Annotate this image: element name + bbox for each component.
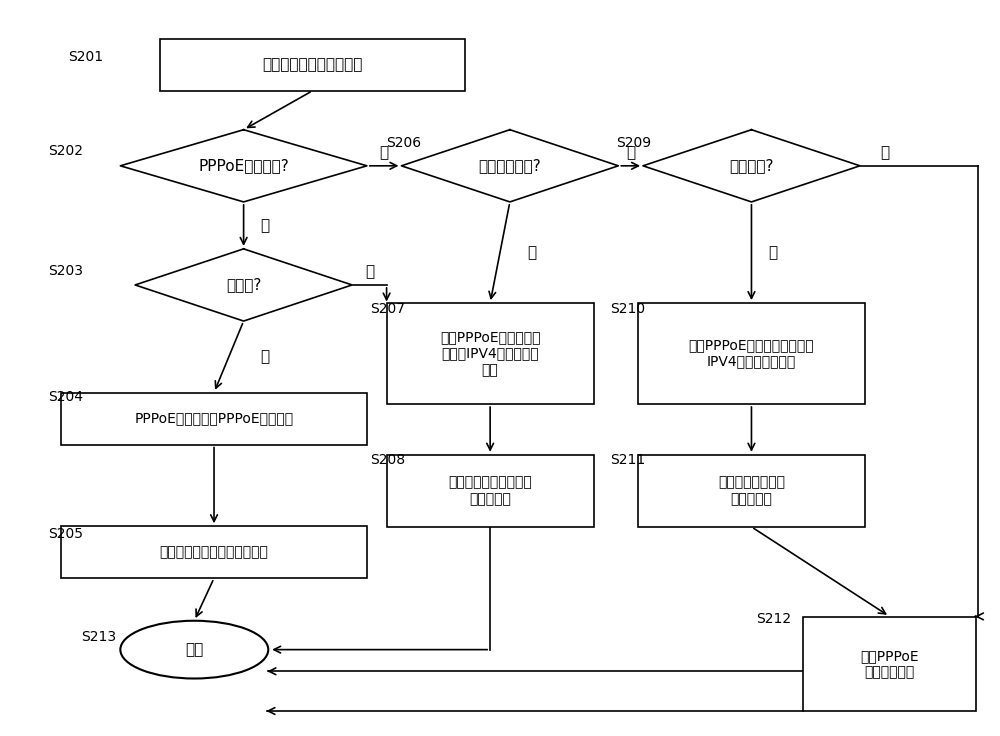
Text: 用户端所在网卡收到报文: 用户端所在网卡收到报文	[262, 57, 363, 72]
Text: 是: 是	[261, 350, 270, 364]
Text: S203: S203	[48, 263, 83, 277]
Text: 否: 否	[880, 145, 889, 160]
Text: 转发报文到因特网端所在网卡: 转发报文到因特网端所在网卡	[160, 545, 268, 559]
Text: 是: 是	[769, 245, 778, 260]
FancyBboxPatch shape	[61, 392, 367, 445]
Text: S210: S210	[610, 302, 646, 316]
FancyBboxPatch shape	[638, 455, 865, 527]
Text: 否: 否	[626, 145, 635, 160]
Polygon shape	[120, 130, 367, 202]
Text: 移除PPPoE协议报文拦截器和
IPV4协议报文拦截器: 移除PPPoE协议报文拦截器和 IPV4协议报文拦截器	[689, 339, 814, 369]
FancyBboxPatch shape	[387, 455, 594, 527]
Text: PPPoE拦截器剥离PPPoE报文头部: PPPoE拦截器剥离PPPoE报文头部	[134, 411, 294, 425]
Ellipse shape	[120, 620, 268, 679]
Text: S204: S204	[48, 390, 83, 404]
Text: 否: 否	[365, 264, 374, 280]
Text: 其他PPPoE
控制报文处理: 其他PPPoE 控制报文处理	[860, 649, 919, 679]
FancyBboxPatch shape	[160, 39, 465, 91]
Text: S202: S202	[48, 144, 83, 158]
Text: PPPoE数据报文?: PPPoE数据报文?	[198, 158, 289, 173]
Text: S206: S206	[387, 135, 422, 149]
Text: 拨号认证成功?: 拨号认证成功?	[478, 158, 541, 173]
Text: S209: S209	[616, 135, 651, 149]
Text: 注册PPPoE协议报文拦
截器和IPV4协议报文拦
截器: 注册PPPoE协议报文拦 截器和IPV4协议报文拦 截器	[440, 330, 540, 377]
Text: 是: 是	[261, 218, 270, 233]
Text: S211: S211	[610, 453, 646, 467]
Text: S205: S205	[48, 527, 83, 541]
FancyBboxPatch shape	[61, 526, 367, 578]
Text: 已认证?: 已认证?	[226, 277, 261, 292]
Text: 结束: 结束	[185, 642, 203, 657]
Polygon shape	[643, 130, 860, 202]
Text: S201: S201	[68, 51, 103, 65]
Text: 是: 是	[527, 245, 536, 260]
Text: 否: 否	[380, 145, 389, 160]
Polygon shape	[401, 130, 618, 202]
Text: 从已认证用户列表
删除该用户: 从已认证用户列表 删除该用户	[718, 475, 785, 506]
Text: 下线成功?: 下线成功?	[729, 158, 774, 173]
Text: S208: S208	[370, 453, 405, 467]
Text: S212: S212	[756, 612, 792, 626]
FancyBboxPatch shape	[638, 303, 865, 404]
FancyBboxPatch shape	[803, 617, 976, 711]
Polygon shape	[135, 249, 352, 321]
FancyBboxPatch shape	[387, 303, 594, 404]
Text: 将用户信息添加到已认
证用户列表: 将用户信息添加到已认 证用户列表	[448, 475, 532, 506]
Text: S207: S207	[370, 302, 405, 316]
Text: S213: S213	[81, 629, 116, 643]
